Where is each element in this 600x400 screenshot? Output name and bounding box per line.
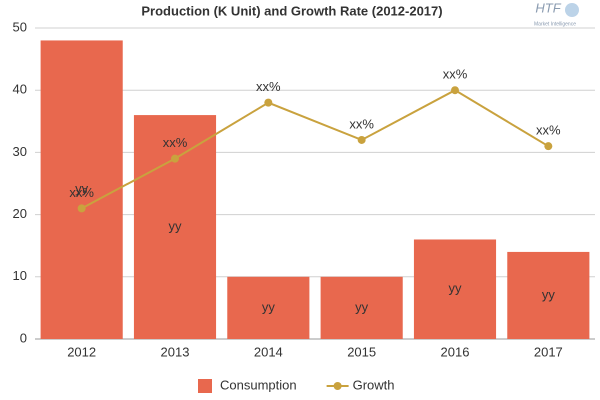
- legend-swatch: [198, 379, 212, 393]
- legend-label: Growth: [353, 377, 395, 392]
- line-point: [357, 135, 366, 144]
- data-label: yy: [75, 181, 89, 196]
- x-tick-label: 2014: [254, 344, 283, 359]
- legend-label: Consumption: [220, 377, 297, 392]
- data-label: xx%: [163, 135, 188, 150]
- logo-subtext: Market Intelligence: [534, 21, 576, 27]
- x-tick-label: 2017: [534, 344, 563, 359]
- data-label: yy: [542, 287, 556, 302]
- data-label: yy: [355, 299, 369, 314]
- chart-title: Production (K Unit) and Growth Rate (201…: [141, 3, 442, 18]
- data-label: xx%: [443, 67, 468, 82]
- y-tick-label: 10: [13, 268, 27, 283]
- bar: [413, 239, 497, 339]
- bar: [40, 40, 123, 339]
- data-label: xx%: [349, 116, 374, 131]
- logo-text: HTF: [535, 0, 561, 15]
- line-point: [77, 204, 86, 213]
- line-point: [451, 86, 459, 95]
- line-point: [264, 98, 273, 107]
- y-tick-label: 40: [13, 82, 27, 97]
- data-label: xx%: [536, 123, 561, 138]
- x-tick-label: 2015: [347, 344, 376, 359]
- data-label: xx%: [256, 79, 281, 94]
- line: [81, 89, 549, 210]
- bar: [320, 276, 403, 339]
- data-label: yy: [262, 299, 276, 314]
- x-tick-label: 2016: [441, 344, 470, 359]
- line-point: [544, 142, 553, 151]
- data-label: xx%: [69, 185, 94, 200]
- y-tick-label: 0: [20, 330, 27, 345]
- bar: [133, 115, 217, 339]
- data-label: yy: [449, 281, 463, 296]
- x-tick-label: 2012: [67, 344, 96, 359]
- legend-swatch: [333, 382, 342, 390]
- y-tick-label: 30: [13, 144, 27, 159]
- data-label: yy: [169, 218, 183, 233]
- y-tick-label: 50: [13, 19, 27, 34]
- y-tick-label: 20: [13, 206, 27, 221]
- line-point: [171, 154, 179, 163]
- bar: [227, 276, 310, 339]
- bar: [507, 251, 590, 339]
- logo-icon: [565, 3, 579, 17]
- x-tick-label: 2013: [161, 344, 190, 359]
- logo: HTF Market Intelligence: [534, 0, 579, 27]
